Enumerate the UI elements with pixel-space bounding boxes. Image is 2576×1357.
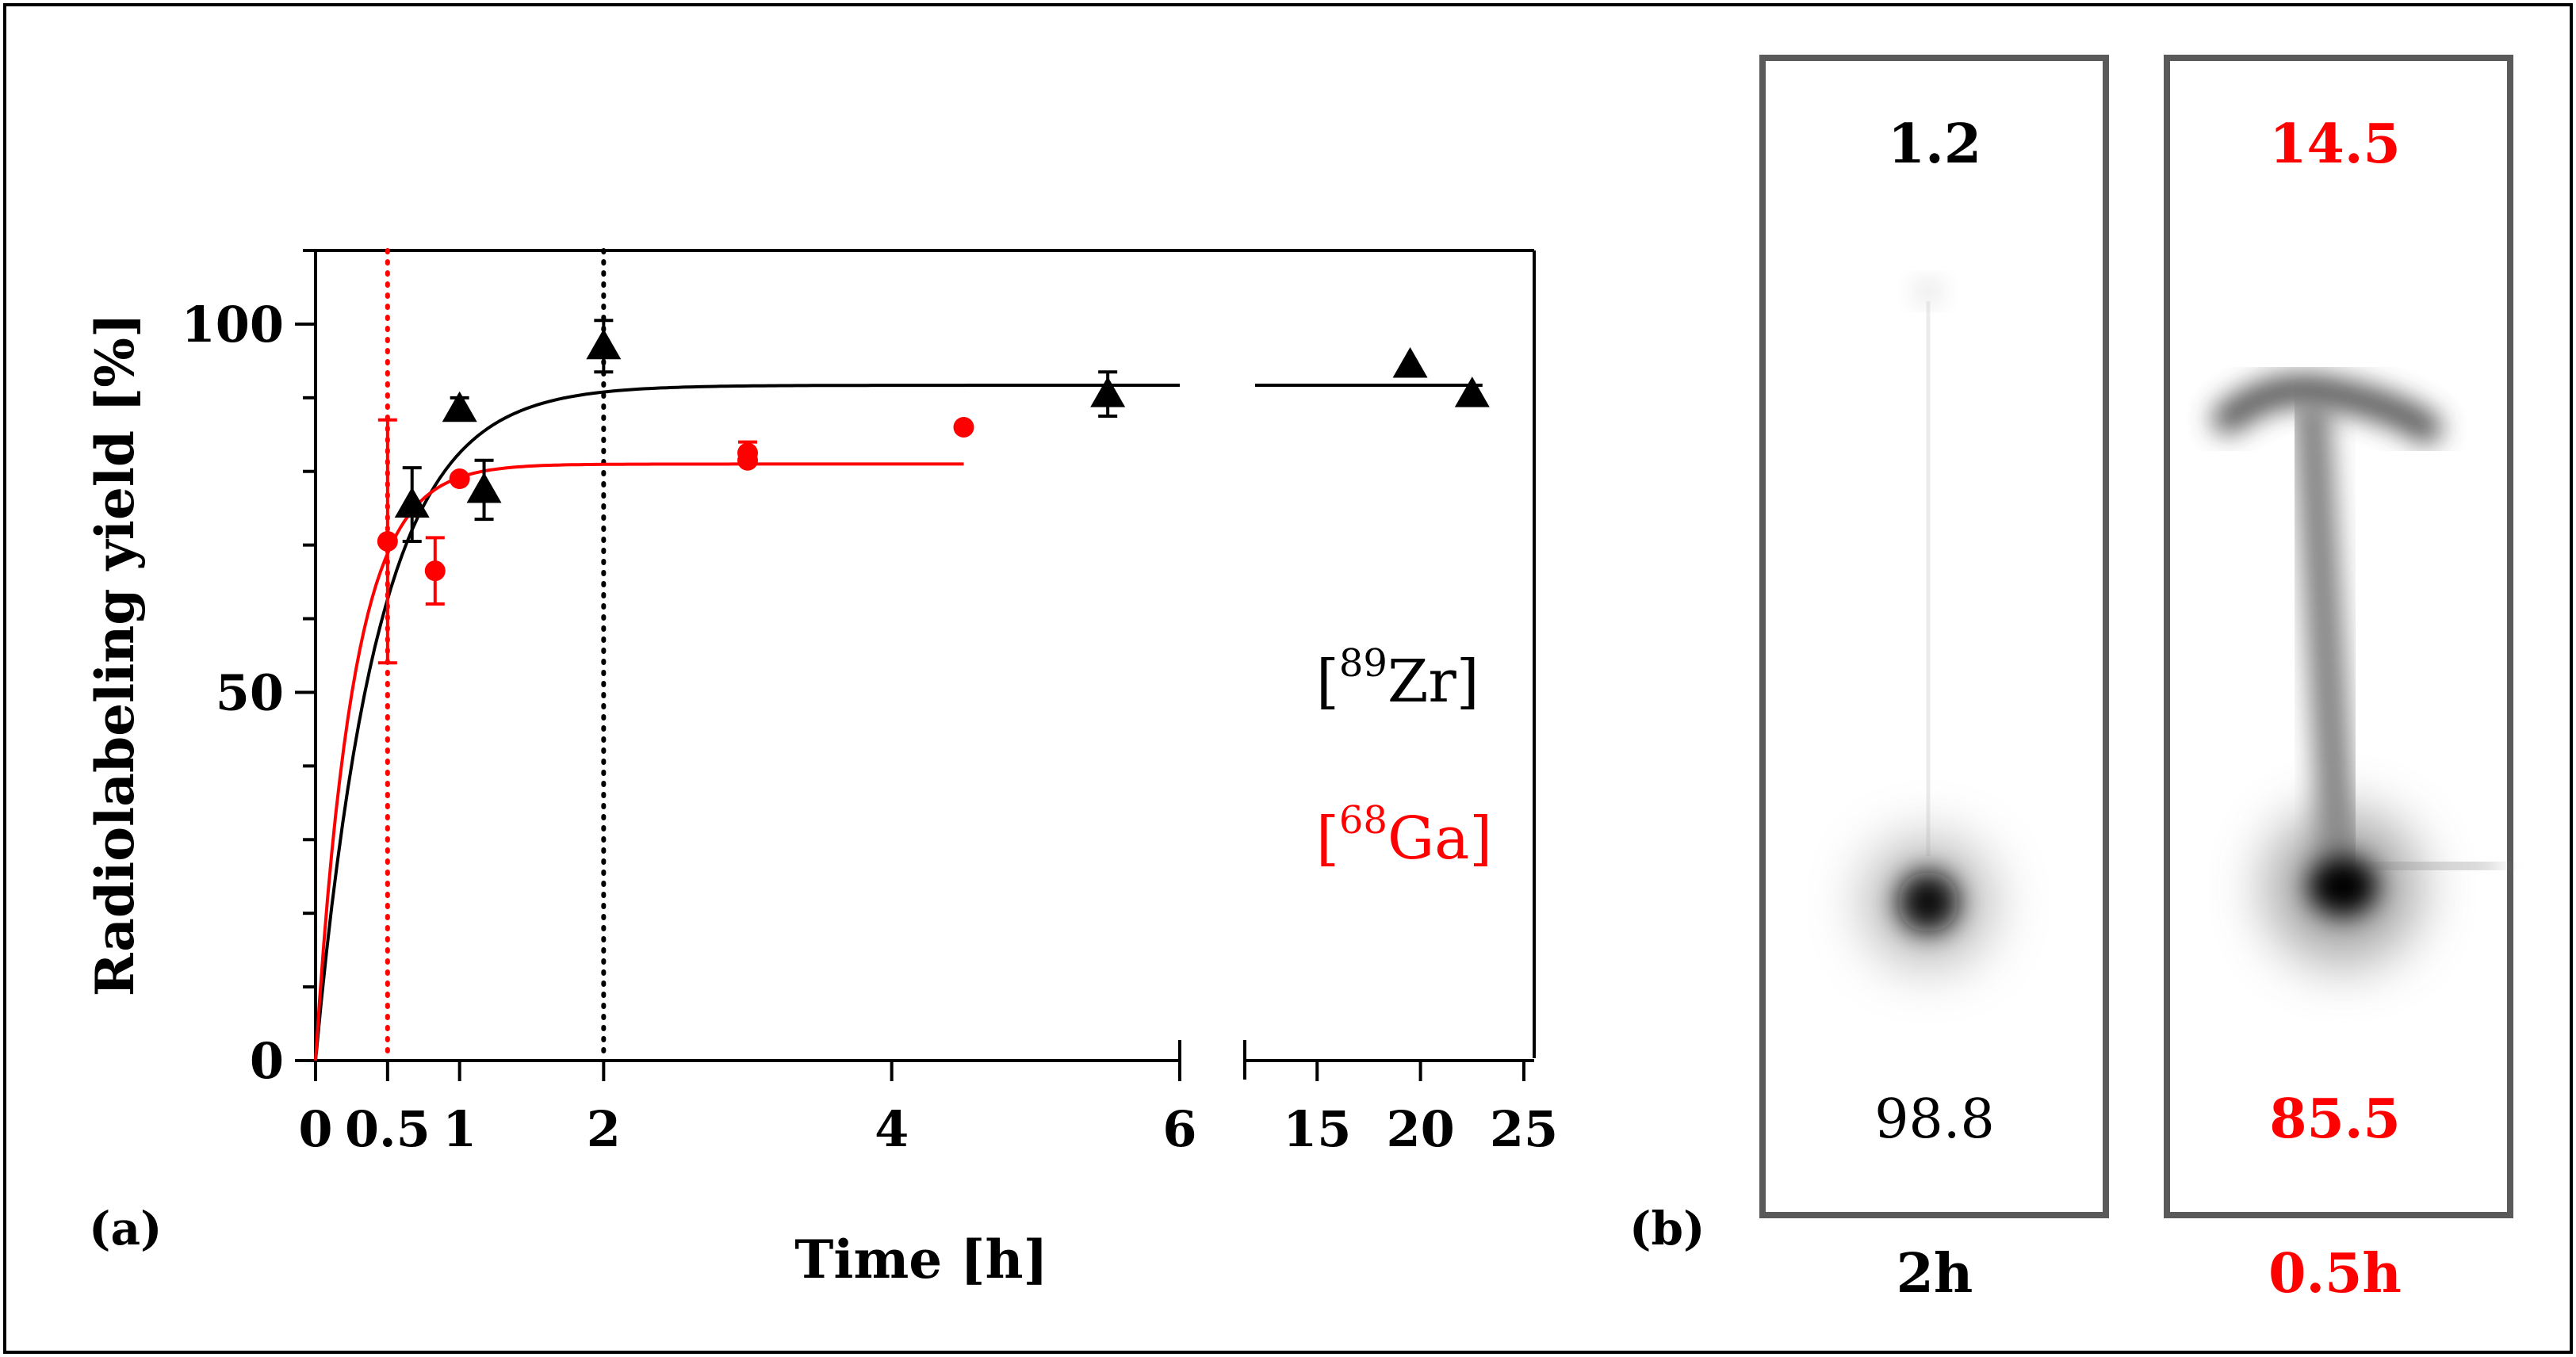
x-tick-label: 1 [442, 1100, 477, 1158]
legend-ga: [68Ga] [1316, 798, 1492, 873]
ga-data-point [424, 560, 446, 582]
zr-data-point [1392, 347, 1428, 378]
zr-data-point [1090, 377, 1126, 407]
zr-data-point [442, 391, 477, 422]
strip-1-caption: 2h [1897, 1242, 1973, 1305]
strip-1-frame [1759, 55, 2109, 1218]
zr-data-point [394, 487, 430, 518]
ga-data-point [377, 530, 398, 552]
strip-2-top-value: 14.5 [2269, 113, 2401, 176]
zr-data-point [586, 328, 622, 360]
y-tick-label: 100 [182, 296, 284, 354]
x-tick-label: 0.5 [345, 1100, 431, 1158]
strip-2-front-band [2212, 374, 2442, 444]
ga-data-point [737, 449, 758, 471]
x-tick-label: 6 [1162, 1100, 1196, 1158]
y-axis-title: Radiolabeling yield [%] [84, 313, 146, 996]
ga-data-point [953, 416, 974, 438]
strip-2-streak [2293, 403, 2357, 866]
x-tick-label: 15 [1283, 1100, 1351, 1158]
y-tick-label: 50 [216, 663, 284, 721]
strip-2-caption: 0.5h [2268, 1242, 2402, 1305]
x-tick-label: 4 [875, 1100, 909, 1158]
y-tick-label: 0 [250, 1032, 284, 1090]
strip-2-bottom-value: 85.5 [2269, 1088, 2401, 1151]
zr-data-point [466, 472, 502, 503]
figure-frame [3, 3, 2573, 1354]
strip-1-front-spot [1916, 282, 1941, 301]
strip-2-origin-spot [2308, 856, 2378, 916]
ga-data-point [449, 468, 470, 490]
zr-data-point [1454, 377, 1490, 407]
x-tick-label: 0 [298, 1100, 332, 1158]
x-axis-title: Time [h] [794, 1229, 1047, 1290]
tlc-strip-2: 14.5 85.5 0.5h [2164, 55, 2513, 1305]
panel-a-label: (a) [89, 1202, 162, 1256]
legend-zr: [89Zr] [1316, 641, 1479, 716]
panel-b-label: (b) [1629, 1202, 1705, 1256]
strip-1-origin-spot [1898, 872, 1958, 932]
x-tick-label: 2 [587, 1100, 621, 1158]
strip-1-bottom-value: 98.8 [1874, 1088, 1994, 1151]
strip-1-top-value: 1.2 [1888, 113, 1981, 176]
tlc-strip-1: 1.2 98.8 2h [1759, 55, 2109, 1305]
x-tick-label: 20 [1386, 1100, 1454, 1158]
fit-curve [314, 384, 1180, 1061]
x-tick-label: 25 [1490, 1100, 1558, 1158]
fit-curve [314, 462, 964, 1061]
